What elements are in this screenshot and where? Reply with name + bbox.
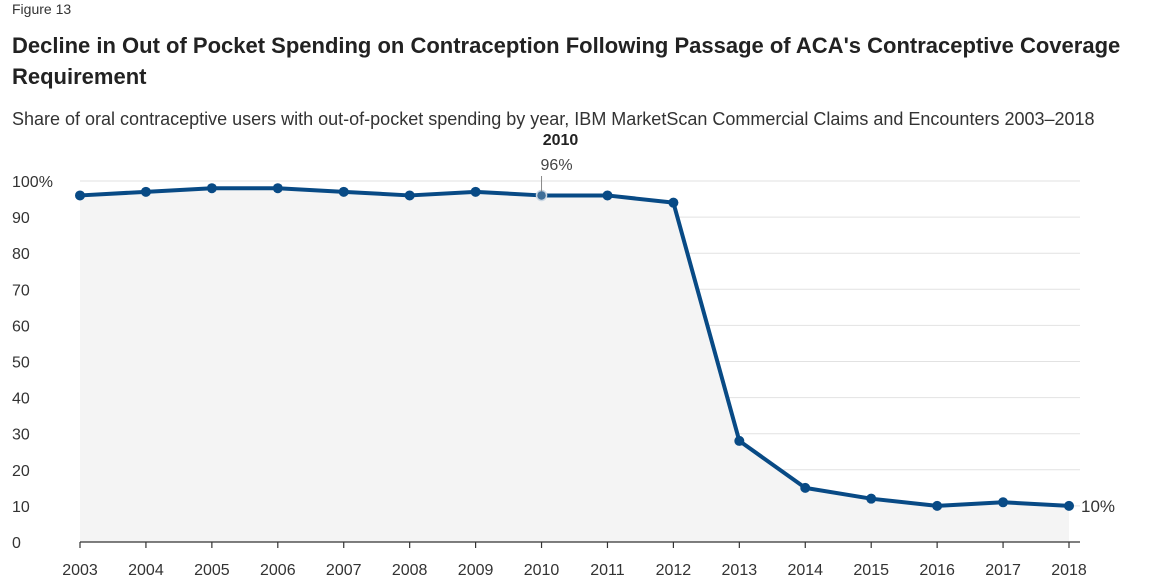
y-tick-label: 80 (12, 246, 30, 263)
x-tick-label: 2016 (919, 562, 955, 579)
data-point (932, 500, 943, 511)
data-point (800, 482, 811, 493)
x-tick-label: 2006 (260, 562, 296, 579)
data-point (470, 186, 481, 197)
data-point (998, 497, 1009, 508)
data-point (75, 190, 85, 201)
y-tick-label: 0 (12, 535, 21, 552)
x-tick-label: 2007 (326, 562, 362, 579)
chart-title: Decline in Out of Pocket Spending on Con… (12, 33, 1121, 89)
area-shape (80, 188, 1069, 542)
x-tick-label: 2010 (524, 562, 560, 579)
data-point (140, 186, 151, 197)
x-tick-label: 2018 (1051, 562, 1087, 579)
y-tick-label: 100% (12, 174, 53, 191)
data-point (866, 493, 877, 504)
series-line (78, 186, 1071, 508)
y-tick-label: 40 (12, 391, 30, 408)
x-tick-label: 2003 (62, 562, 98, 579)
annotation-year: 2010 (543, 132, 579, 149)
x-tick-label: 2004 (128, 562, 164, 579)
x-tick-label: 2013 (722, 562, 758, 579)
y-tick-label: 20 (12, 463, 30, 480)
x-tick-label: 2015 (853, 562, 889, 579)
axes: 0 10 20 30 40 50 60 70 80 90 100% 2003 2004 2005 2006 2… (12, 174, 1087, 579)
data-point (668, 197, 679, 208)
y-tick-label: 10 (12, 499, 30, 516)
end-value-label: 10% (1081, 497, 1115, 516)
data-point (272, 183, 283, 194)
x-tick-label: 2014 (787, 562, 823, 579)
x-tick-label: 2005 (194, 562, 230, 579)
y-tick-label: 30 (12, 427, 30, 444)
data-point (338, 186, 349, 197)
x-tick-label: 2017 (985, 562, 1021, 579)
x-tick-label: 2008 (392, 562, 428, 579)
x-tick-label: 2009 (458, 562, 494, 579)
data-point (1064, 500, 1074, 511)
y-tick-label: 90 (12, 210, 30, 227)
y-tick-label: 70 (12, 282, 30, 299)
data-point (535, 189, 548, 202)
figure-label: Figure 13 (12, 1, 72, 17)
data-point (404, 190, 415, 201)
data-point (602, 190, 613, 201)
annotation-value: 96% (541, 157, 573, 174)
y-tick-label: 50 (12, 355, 30, 372)
annotation: 2010 96% 10% (541, 132, 1116, 516)
area-fill (80, 188, 1069, 542)
chart-subtitle: Share of oral contraceptive users with o… (12, 109, 1095, 129)
x-tick-label: 2011 (590, 562, 625, 579)
x-tick-label: 2012 (656, 562, 692, 579)
data-point (206, 183, 217, 194)
series-path (78, 186, 1071, 508)
y-tick-label: 60 (12, 318, 30, 335)
data-points (75, 183, 1074, 511)
data-point (734, 435, 745, 446)
